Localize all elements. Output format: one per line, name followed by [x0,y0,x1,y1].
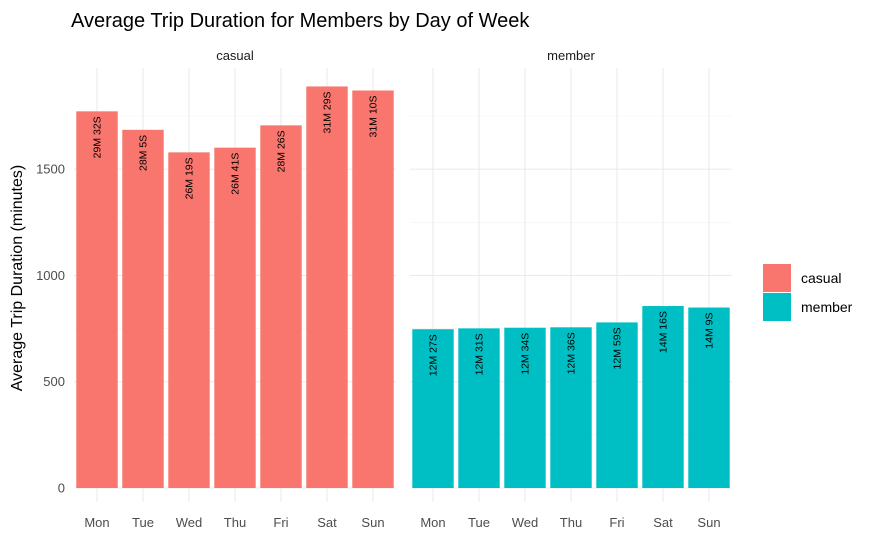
x-tick-label: Fri [609,515,624,530]
bar-member-thu [550,327,592,488]
y-tick-label: 1000 [36,268,65,283]
plot-area: casual 29M 32S 28M 5S 26M 19S 26M 41S 28M 26S… [36,48,732,530]
y-tick-label: 500 [43,374,65,389]
bar-casual-mon [76,111,118,488]
facet-label-casual: casual [216,48,254,63]
legend-swatch-member [763,293,791,321]
bar-member-mon [412,329,454,488]
y-tick-label: 0 [58,481,65,496]
bar-label-member-sun: 14M 9S [704,313,716,349]
x-tick-label: Sun [697,515,720,530]
x-tick-label: Thu [224,515,246,530]
legend: casual member [763,264,853,321]
bar-casual-tue [122,129,164,488]
legend-swatch-casual [763,264,791,292]
bar-label-casual-sat: 31M 29S [322,91,334,133]
legend-label-member: member [801,299,853,315]
x-tick-label: Wed [176,515,203,530]
bar-label-casual-tue: 28M 5S [138,135,150,171]
bar-label-member-tue: 12M 31S [474,333,486,375]
x-tick-label: Thu [560,515,582,530]
x-tick-label: Wed [512,515,539,530]
bar-label-casual-wed: 26M 19S [184,157,196,199]
x-tick-label: Sun [361,515,384,530]
bar-member-fri [596,322,638,488]
bar-label-member-wed: 12M 34S [520,333,532,375]
bar-label-casual-thu: 26M 41S [230,153,242,195]
bar-casual-wed [168,152,210,488]
bar-label-casual-fri: 28M 26S [276,130,288,172]
x-tick-label: Sat [317,515,337,530]
y-tick-label: 1500 [36,162,65,177]
bar-casual-sat [306,86,348,488]
x-tick-label: Sat [653,515,673,530]
x-tick-label: Tue [132,515,154,530]
chart-title: Average Trip Duration for Members by Day… [71,10,530,32]
bar-label-member-sat: 14M 16S [658,311,670,353]
bar-label-casual-sun: 31M 10S [368,95,380,137]
x-tick-label: Fri [273,515,288,530]
x-tick-label: Mon [84,515,109,530]
facet-label-member: member [547,48,595,63]
bar-member-sun [688,307,730,488]
bar-casual-thu [214,147,256,488]
legend-label-casual: casual [801,270,841,286]
bar-member-wed [504,327,546,488]
x-tick-label: Tue [468,515,490,530]
bar-label-member-mon: 12M 27S [428,334,440,376]
bar-member-tue [458,328,500,488]
bar-label-member-fri: 12M 59S [612,327,624,369]
y-axis-label: Average Trip Duration (minutes) [9,165,26,391]
x-tick-label: Mon [420,515,445,530]
bar-label-member-thu: 12M 36S [566,332,578,374]
bar-member-sat [642,306,684,488]
bar-label-casual-mon: 29M 32S [92,116,104,158]
bar-casual-fri [260,125,302,488]
bar-casual-sun [352,90,394,489]
